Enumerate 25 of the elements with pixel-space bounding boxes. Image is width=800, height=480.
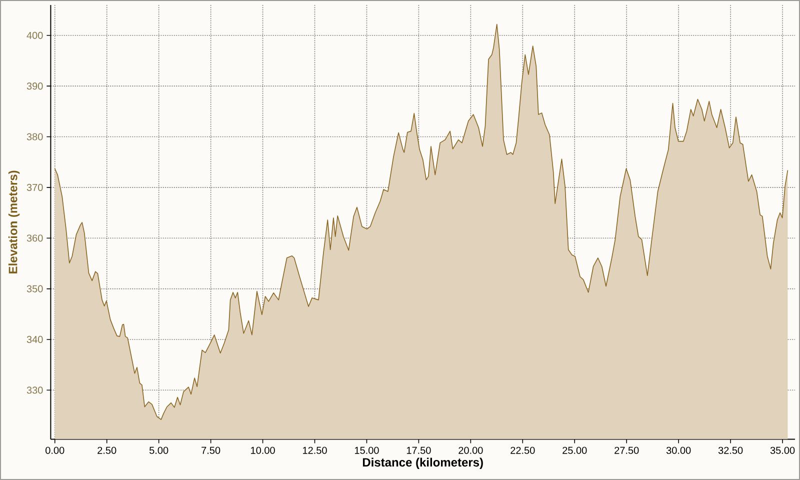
y-tick-label: 330 <box>26 386 43 394</box>
x-tick-label: 32.50 <box>718 446 743 454</box>
x-tick-label: 22.50 <box>510 446 535 454</box>
y-tick-label: 370 <box>26 184 43 191</box>
y-tick-label: 390 <box>26 82 43 90</box>
x-tick-label: 35.00 <box>770 446 795 454</box>
x-tick-label: 0.00 <box>46 446 64 454</box>
x-tick-label: 25.00 <box>562 446 587 454</box>
x-tick-label: 17.50 <box>406 446 431 454</box>
x-tick-label: 15.00 <box>354 446 379 454</box>
y-tick-label: 400 <box>26 32 43 39</box>
y-tick-label: 350 <box>26 285 43 292</box>
x-axis-title: Distance (kilometers) <box>362 458 483 469</box>
x-tick-label: 5.00 <box>149 446 168 454</box>
x-tick-label: 27.50 <box>614 446 639 454</box>
y-tick-label: 360 <box>26 234 43 242</box>
x-tick-label: 2.50 <box>98 446 116 454</box>
x-tick-label: 7.50 <box>202 446 220 454</box>
y-axis-title: Elevation (meters) <box>8 170 20 274</box>
x-tick-label: 30.00 <box>666 446 691 454</box>
y-tick-label: 380 <box>26 133 43 140</box>
x-tick-label: 10.00 <box>251 446 275 454</box>
x-tick-label: 20.00 <box>458 446 483 454</box>
x-tick-label: 12.50 <box>303 446 327 454</box>
y-tick-label: 340 <box>26 336 43 344</box>
